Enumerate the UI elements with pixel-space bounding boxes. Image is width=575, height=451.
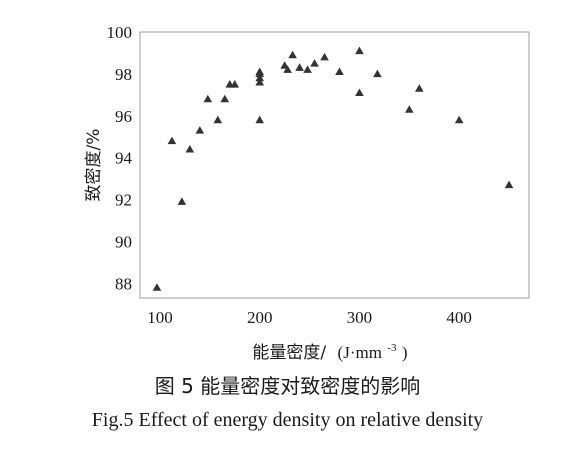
x-axis-label-close: ) bbox=[402, 343, 408, 362]
data-point-4 bbox=[195, 126, 205, 134]
data-point-18 bbox=[295, 63, 304, 71]
data-point-15 bbox=[280, 61, 289, 69]
data-point-3 bbox=[185, 144, 195, 153]
x-tick-label-400: 400 bbox=[446, 308, 472, 327]
data-point-22 bbox=[335, 67, 344, 76]
data-point-7 bbox=[220, 94, 230, 103]
data-point-25 bbox=[373, 69, 382, 78]
x-tick-label-100: 100 bbox=[147, 308, 173, 327]
figure-caption-chinese: 图 5 能量密度对致密度的影响 bbox=[154, 374, 421, 398]
x-tick-label-300: 300 bbox=[347, 308, 373, 327]
y-tick-label-98: 98 bbox=[115, 65, 132, 84]
x-axis-label-sup: -3 bbox=[387, 342, 397, 354]
data-point-16 bbox=[283, 65, 292, 73]
y-tick-label-90: 90 bbox=[115, 232, 132, 251]
data-point-0 bbox=[152, 283, 162, 291]
data-point-2 bbox=[177, 197, 187, 205]
data-points bbox=[152, 46, 514, 291]
data-point-6 bbox=[213, 115, 223, 124]
data-point-17 bbox=[288, 50, 297, 59]
data-point-29 bbox=[504, 180, 514, 189]
y-tick-label-100: 100 bbox=[107, 23, 133, 42]
data-point-11 bbox=[255, 77, 264, 86]
data-point-14 bbox=[255, 67, 264, 76]
x-axis-label-main: 能量密度/ bbox=[252, 343, 326, 363]
y-tick-label-92: 92 bbox=[115, 191, 132, 210]
x-tick-labels: 100 200 300 400 bbox=[147, 308, 472, 327]
data-point-26 bbox=[405, 105, 414, 113]
y-tick-label-94: 94 bbox=[115, 149, 133, 168]
data-point-20 bbox=[310, 59, 319, 67]
x-axis-label-unit: (J·mm bbox=[338, 343, 382, 362]
y-tick-label-88: 88 bbox=[115, 274, 132, 293]
data-point-10 bbox=[255, 115, 264, 124]
data-point-27 bbox=[414, 84, 424, 92]
x-tick-label-200: 200 bbox=[247, 308, 273, 327]
data-point-19 bbox=[303, 65, 312, 73]
data-point-28 bbox=[454, 115, 464, 124]
y-axis-label: 致密度/% bbox=[84, 129, 104, 202]
y-tick-labels: 88 90 92 94 96 98 100 bbox=[107, 23, 133, 293]
data-point-23 bbox=[355, 46, 364, 55]
data-point-5 bbox=[203, 94, 213, 103]
data-point-12 bbox=[255, 73, 264, 82]
scatter-chart: 88 90 92 94 96 98 100 100 200 300 400 致密度/% 能量密度/… bbox=[84, 23, 530, 363]
data-point-1 bbox=[167, 136, 177, 145]
data-point-21 bbox=[320, 52, 329, 61]
figure-caption-english: Fig.5 Effect of energy density on relati… bbox=[91, 409, 484, 431]
data-point-24 bbox=[355, 88, 364, 96]
data-point-9 bbox=[230, 80, 240, 88]
x-axis-label: 能量密度/ (J·mm -3 ) bbox=[252, 336, 407, 363]
plot-area bbox=[139, 31, 530, 299]
y-tick-label-96: 96 bbox=[115, 107, 132, 126]
